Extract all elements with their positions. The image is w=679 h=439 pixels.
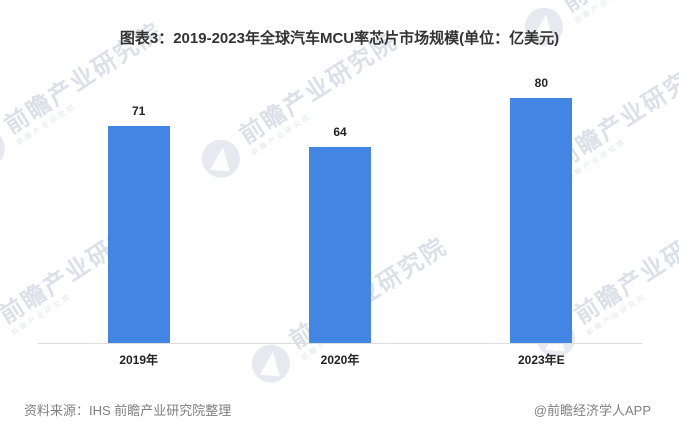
bar	[308, 147, 371, 344]
bar-value-label: 64	[333, 125, 347, 139]
source-note: 资料来源：IHS 前瞻产业研究院整理	[24, 403, 232, 418]
x-tick-label: 2020年	[320, 353, 360, 367]
footer: 资料来源：IHS 前瞻产业研究院整理 @前瞻经济学人APP	[24, 400, 651, 419]
bar-column: 64	[239, 50, 440, 344]
plot-area: 71 64 80	[38, 50, 642, 344]
x-tick-label: 2019年	[119, 353, 159, 367]
watermark-credit: @前瞻经济学人APP	[533, 403, 651, 418]
x-axis-line	[38, 343, 642, 344]
chart-title: 图表3：2019-2023年全球汽车MCU率芯片市场规模(单位：亿美元)	[119, 30, 560, 47]
x-axis-labels: 2019年 2020年 2023年E	[38, 351, 642, 368]
bar-column: 80	[441, 50, 642, 344]
bar-value-label: 80	[534, 76, 548, 90]
bar	[510, 98, 573, 344]
watermark-subtext: 前瞻产业研究院	[573, 0, 637, 26]
watermark-text: 前瞻产业研究院	[558, 0, 679, 18]
qianzhan-logo-icon	[0, 312, 8, 365]
x-tick-label: 2023年E	[517, 353, 565, 367]
bar-value-label: 71	[131, 104, 146, 118]
bar-column: 71	[38, 50, 239, 344]
qianzhan-logo-icon	[0, 122, 13, 175]
bar	[107, 126, 170, 344]
